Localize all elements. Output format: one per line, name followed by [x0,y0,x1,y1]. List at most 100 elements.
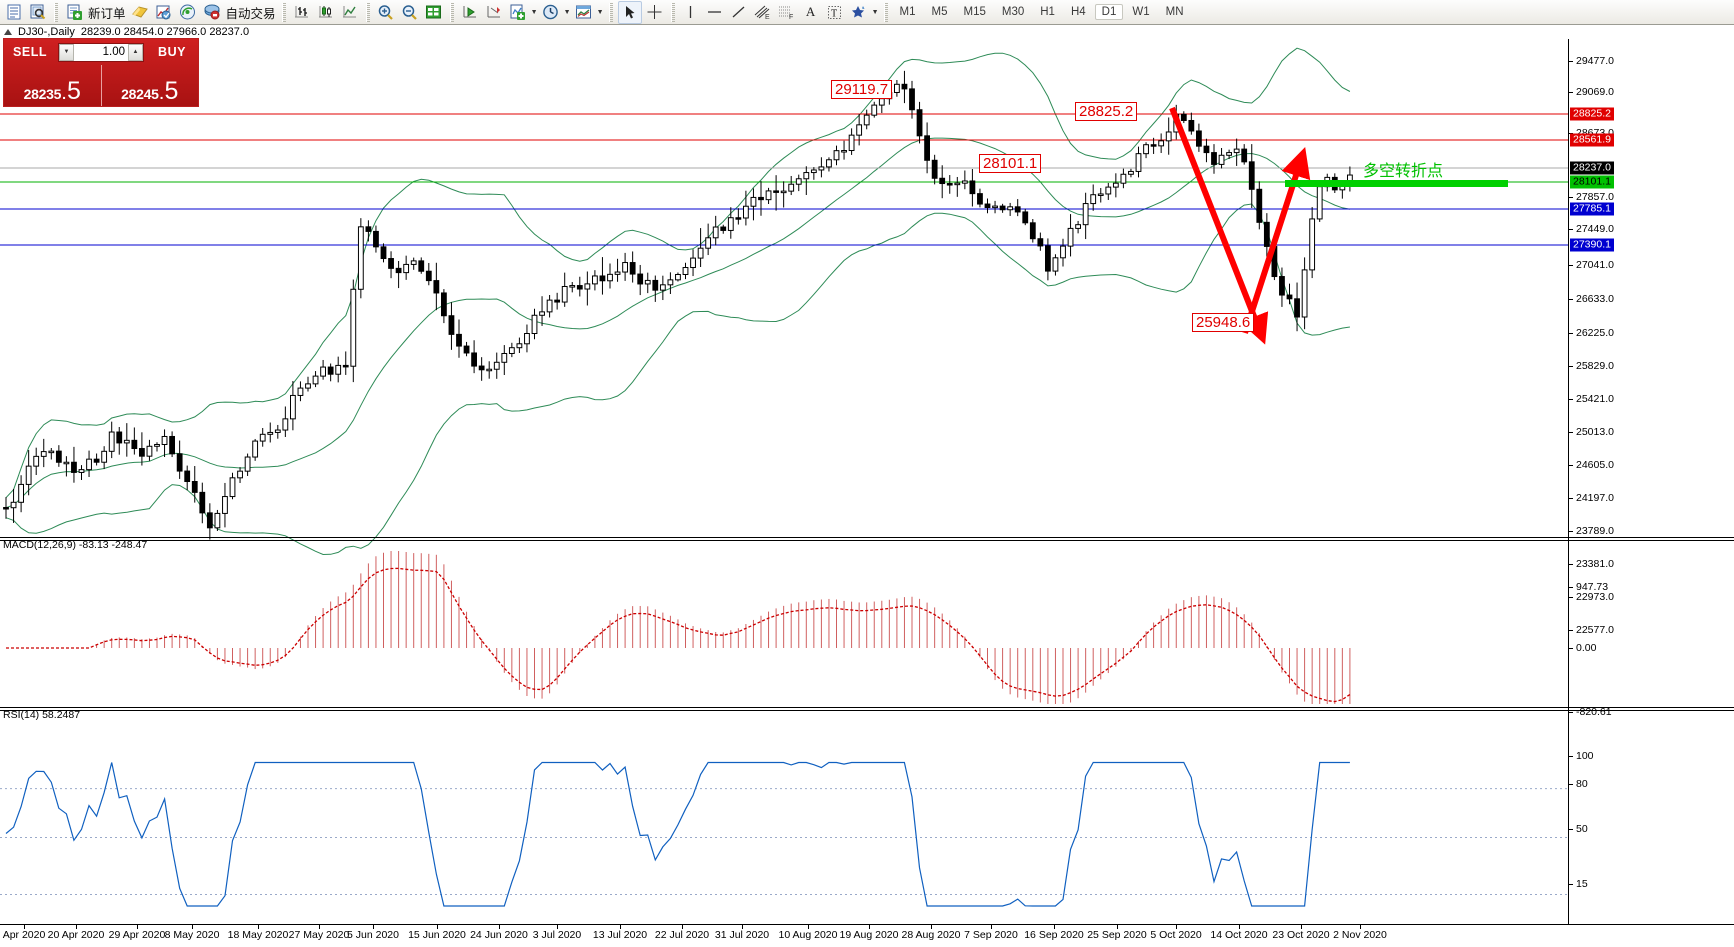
time-tick-mark [319,925,320,929]
templates-icon[interactable] [573,2,595,23]
periods-icon[interactable] [540,2,562,23]
toolbar-separator-6 [670,2,675,22]
time-tick-mark [137,925,138,929]
timeframe-m15[interactable]: M15 [963,6,986,18]
volume-value[interactable]: 1.00 [102,46,125,58]
new-order-label[interactable]: 新订单 [88,6,126,21]
price-tick: 23789.0 [1569,525,1614,537]
timeframe-m5[interactable]: M5 [931,6,948,18]
vertical-line-icon[interactable] [680,2,702,23]
price-plot-area[interactable] [0,39,1568,924]
rsi-pane-divider [0,707,1734,711]
market-icon[interactable] [201,2,223,23]
chart-expand-icon[interactable] [4,29,12,35]
time-tick-mark [682,925,683,929]
price-level-tag[interactable]: 28101.1 [1570,175,1614,189]
timeframe-h4[interactable]: H4 [1070,6,1086,18]
data-window-icon[interactable] [423,2,445,23]
price-annotation[interactable]: 29119.7 [831,80,893,100]
chart-note-text[interactable]: 多空转折点 [1363,161,1444,180]
one-click-trading-panel[interactable]: SELL ▼ 1.00 ▲ BUY 28235 . 5 28245 . 5 [3,38,199,107]
indicators-dropdown-caret[interactable]: ▼ [530,8,538,16]
chart-container[interactable]: 29477.029069.028673.027857.027449.027041… [0,39,1734,924]
trendline-icon[interactable] [728,2,750,23]
price-annotation[interactable]: 28101.1 [979,154,1042,174]
down-arrow [1169,106,1269,345]
time-tick-label: 20 Apr 2020 [47,929,105,941]
chart-canvas [0,47,1568,907]
buy-button[interactable]: BUY [158,45,186,59]
time-tick-label: 24 Jun 2020 [470,929,528,941]
strategy-tester-icon[interactable] [153,2,175,23]
indicators-icon[interactable] [507,2,529,23]
timeframe-mn[interactable]: MN [1165,6,1184,18]
price-level-tag[interactable]: 27390.1 [1570,238,1614,252]
volume-input[interactable]: ▼ 1.00 ▲ [58,42,144,62]
timeframe-w1[interactable]: W1 [1132,6,1150,18]
new-order-icon[interactable] [63,2,85,23]
volume-up-spinner[interactable]: ▲ [128,43,143,61]
expert-advisor-icon[interactable] [129,2,151,23]
rsi-tick: 100 [1569,750,1594,762]
time-tick-label: 13 Jul 2020 [592,929,648,941]
bollinger-band-lower [5,203,1350,556]
price-tick: 26633.0 [1569,293,1614,305]
time-tick-label: 27 May 2020 [288,929,350,941]
price-level-tag[interactable]: 28825.2 [1570,107,1614,121]
drawn-objects [1169,106,1508,345]
text-icon[interactable]: A [805,4,816,19]
zoom-out-icon[interactable] [399,2,421,23]
buy-price[interactable]: 28245 . 5 [100,65,199,106]
time-tick-mark [931,925,932,929]
sell-button[interactable]: SELL [13,45,47,59]
chart-shift-icon[interactable] [483,2,505,23]
price-tick: 22577.0 [1569,624,1614,636]
equidistant-channel-icon[interactable]: E [752,2,774,23]
timeframe-m1[interactable]: M1 [899,6,916,18]
line-chart-icon[interactable] [339,2,361,23]
macd-tick: -820.61 [1569,706,1612,718]
time-tick-mark [76,925,77,929]
candlestick-chart-icon[interactable] [315,2,337,23]
timeframe-m30[interactable]: M30 [1001,6,1025,18]
bar-chart-icon[interactable] [291,2,313,23]
price-level-tag[interactable]: 27785.1 [1570,202,1614,216]
candlestick-series [3,70,1353,540]
shapes-icon[interactable] [848,2,870,23]
time-tick-label: 5 Oct 2020 [1150,929,1202,941]
auto-scroll-icon[interactable] [459,2,481,23]
price-axis[interactable]: 29477.029069.028673.027857.027449.027041… [1568,39,1734,924]
price-annotation[interactable]: 28825.2 [1075,102,1138,122]
periods-dropdown-caret[interactable]: ▼ [563,8,571,16]
price-tick: 22973.0 [1569,591,1614,603]
auto-trading-label[interactable]: 自动交易 [225,6,276,21]
fibonacci-icon[interactable]: F [776,2,798,23]
time-tick-mark [742,925,743,929]
buy-price-integer: 28245 [121,86,159,102]
volume-down-spinner[interactable]: ▼ [59,43,74,61]
time-axis[interactable]: Apr 2020 20 Apr 2020 29 Apr 2020 8 May 2020… [0,924,1734,947]
macd-tick: 947.73 [1569,581,1608,593]
signals-icon[interactable] [177,2,199,23]
crosshair-icon[interactable] [644,2,666,23]
horizontal-line-icon[interactable] [704,2,726,23]
price-annotation[interactable]: 25948.6 [1192,313,1255,333]
rsi-line [5,761,1350,907]
price-level-tag[interactable]: 28237.0 [1570,161,1614,175]
chart-template-icon[interactable] [27,2,49,23]
text-label-icon[interactable]: T [824,2,846,23]
zoom-in-icon[interactable] [375,2,397,23]
timeframe-d1[interactable]: D1 [1094,4,1124,20]
price-tick: 27857.0 [1569,191,1614,203]
shapes-dropdown-caret[interactable]: ▼ [871,8,879,16]
cursor-icon[interactable] [617,0,642,24]
sell-price[interactable]: 28235 . 5 [4,65,101,106]
price-level-tag[interactable]: 28561.9 [1570,133,1614,147]
templates-dropdown-caret[interactable]: ▼ [596,8,604,16]
time-tick-label: 7 Sep 2020 [964,929,1018,941]
time-tick-mark [1301,925,1302,929]
new-chart-icon[interactable] [3,2,25,23]
time-tick-label: 19 Aug 2020 [839,929,899,941]
timeframe-h1[interactable]: H1 [1040,6,1055,18]
toolbar-separator-7 [883,2,888,22]
